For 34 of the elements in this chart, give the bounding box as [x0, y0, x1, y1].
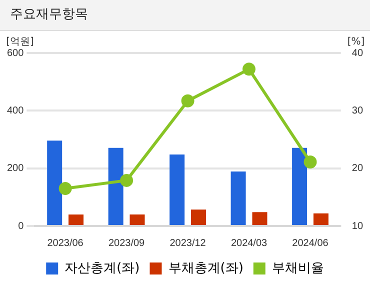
x-tick-label: 2024/06: [292, 238, 329, 249]
bar: [313, 213, 328, 225]
chart-title: 주요재무항목: [0, 0, 370, 31]
bar: [108, 148, 124, 225]
legend-label: 부채총계(좌): [168, 260, 244, 276]
point: [58, 182, 72, 196]
bar: [170, 154, 185, 225]
point: [181, 94, 194, 108]
y-tick-label: 200: [6, 163, 24, 174]
y-tick-label: 400: [6, 105, 24, 116]
y2-tick-label: 20: [352, 163, 364, 174]
point: [304, 155, 317, 168]
x-tick-label: 2023/09: [108, 238, 146, 249]
x-tick-label: 2023/06: [47, 238, 84, 249]
y-tick-label: 600: [6, 48, 24, 59]
x-tick-label: 2023/12: [170, 238, 206, 249]
legend-label: 자산총계(좌): [64, 260, 140, 276]
point: [242, 62, 256, 76]
bar: [252, 212, 268, 225]
point: [120, 174, 134, 187]
bar: [292, 148, 308, 225]
y2-tick-label: 30: [352, 105, 364, 116]
bar: [68, 214, 84, 225]
x-tick-label: 2024/03: [230, 238, 268, 249]
y2-axis-title: [%]: [347, 36, 365, 48]
y2-tick-label: 10: [352, 220, 364, 232]
bar: [230, 172, 246, 225]
legend-label: 부채비율: [272, 260, 324, 276]
y-axis-title: [억원]: [6, 36, 34, 48]
y2-tick-label: 40: [352, 48, 364, 59]
bar: [130, 214, 145, 225]
bar: [190, 210, 206, 225]
bar: [47, 140, 62, 225]
y-tick-label: 0: [18, 220, 24, 232]
